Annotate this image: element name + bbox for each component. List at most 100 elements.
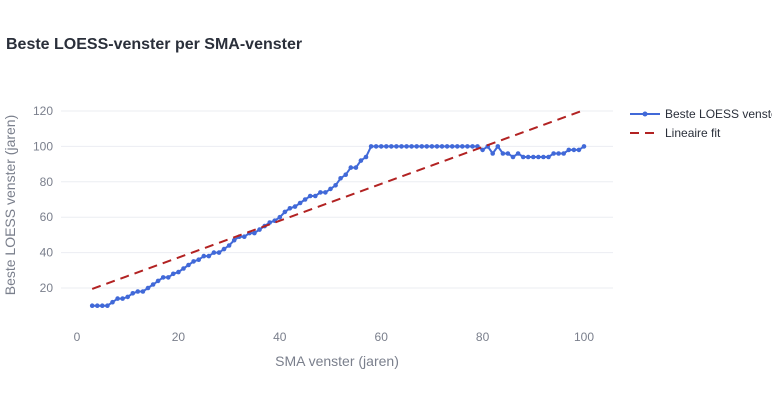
data-point[interactable] (221, 246, 227, 252)
data-point[interactable] (231, 237, 237, 243)
data-point[interactable] (505, 151, 511, 156)
data-point[interactable] (105, 303, 110, 309)
data-point[interactable] (429, 144, 435, 149)
data-point[interactable] (556, 151, 561, 156)
data-point[interactable] (546, 154, 551, 160)
data-point[interactable] (196, 257, 201, 263)
chart-title: Beste LOESS-venster per SMA-venster (6, 36, 303, 53)
data-point[interactable] (465, 144, 470, 149)
data-point[interactable] (89, 303, 95, 309)
data-point[interactable] (515, 151, 521, 156)
data-point[interactable] (495, 144, 501, 149)
data-point[interactable] (368, 144, 374, 149)
data-point[interactable] (536, 154, 541, 160)
data-point[interactable] (531, 154, 536, 160)
data-point[interactable] (384, 144, 389, 149)
data-point[interactable] (191, 259, 196, 264)
data-point[interactable] (449, 144, 455, 149)
data-point[interactable] (171, 271, 176, 277)
data-point[interactable] (525, 154, 531, 160)
data-point[interactable] (307, 193, 313, 199)
data-point[interactable] (155, 278, 161, 284)
x-tick-label: 0 (74, 330, 81, 344)
data-point[interactable] (110, 299, 115, 305)
data-point[interactable] (490, 151, 496, 156)
data-point[interactable] (328, 186, 333, 192)
data-point[interactable] (358, 158, 364, 163)
data-point[interactable] (206, 253, 212, 259)
data-point[interactable] (302, 197, 308, 202)
legend-item-loess[interactable]: Beste LOESS venste (630, 107, 772, 121)
data-point[interactable] (419, 144, 425, 149)
data-point[interactable] (389, 144, 394, 149)
data-point[interactable] (267, 220, 273, 225)
data-point[interactable] (510, 154, 516, 160)
data-point[interactable] (343, 172, 349, 177)
data-point[interactable] (252, 230, 257, 236)
data-point[interactable] (333, 183, 338, 188)
data-point[interactable] (115, 296, 120, 301)
data-point[interactable] (444, 144, 450, 149)
data-point[interactable] (363, 154, 369, 160)
data-point[interactable] (100, 303, 105, 309)
data-point[interactable] (95, 303, 100, 309)
data-point[interactable] (434, 144, 440, 149)
data-point[interactable] (460, 144, 465, 149)
data-point[interactable] (160, 275, 166, 280)
data-point[interactable] (323, 190, 328, 195)
x-tick-label: 40 (273, 330, 287, 344)
data-point[interactable] (292, 204, 298, 209)
data-point[interactable] (242, 234, 247, 239)
data-point[interactable] (500, 151, 506, 156)
data-point[interactable] (318, 190, 323, 195)
legend-label-linear-fit: Lineaire fit (665, 126, 721, 140)
data-point[interactable] (399, 144, 404, 149)
data-point[interactable] (297, 200, 303, 206)
data-point[interactable] (378, 144, 384, 149)
data-point[interactable] (455, 144, 460, 149)
data-point[interactable] (181, 266, 186, 271)
data-point[interactable] (414, 144, 420, 149)
data-point[interactable] (125, 294, 130, 300)
data-point[interactable] (176, 269, 181, 275)
data-point[interactable] (186, 262, 191, 268)
data-point[interactable] (394, 144, 399, 149)
series-layer (89, 109, 587, 309)
data-point[interactable] (353, 165, 359, 170)
data-point[interactable] (313, 193, 318, 199)
data-point[interactable] (216, 250, 222, 255)
data-point[interactable] (120, 296, 125, 301)
data-point[interactable] (424, 144, 430, 149)
data-point[interactable] (551, 151, 556, 156)
data-point[interactable] (581, 144, 587, 149)
data-point[interactable] (211, 250, 217, 255)
data-point[interactable] (409, 144, 414, 149)
data-point[interactable] (541, 154, 546, 160)
data-point[interactable] (348, 165, 354, 170)
data-point[interactable] (257, 227, 262, 232)
data-point[interactable] (166, 275, 171, 280)
data-point[interactable] (145, 285, 151, 291)
data-point[interactable] (520, 154, 526, 160)
data-point[interactable] (470, 144, 475, 149)
data-point[interactable] (338, 176, 343, 181)
legend-item-linear-fit[interactable]: Lineaire fit (630, 126, 721, 140)
data-point[interactable] (130, 291, 136, 296)
x-tick-label: 80 (476, 330, 490, 344)
data-point[interactable] (439, 144, 445, 149)
data-point[interactable] (480, 147, 485, 153)
data-point[interactable] (561, 151, 566, 156)
data-point[interactable] (150, 282, 156, 287)
data-point[interactable] (287, 206, 293, 211)
data-point[interactable] (140, 289, 146, 294)
data-point[interactable] (404, 144, 409, 149)
data-point[interactable] (576, 147, 582, 153)
data-point[interactable] (282, 209, 288, 215)
data-point[interactable] (566, 147, 572, 153)
data-point[interactable] (135, 289, 141, 294)
data-point[interactable] (373, 144, 379, 149)
data-point[interactable] (571, 147, 577, 153)
data-point[interactable] (277, 214, 283, 220)
data-point[interactable] (226, 243, 232, 248)
data-point[interactable] (201, 253, 207, 259)
